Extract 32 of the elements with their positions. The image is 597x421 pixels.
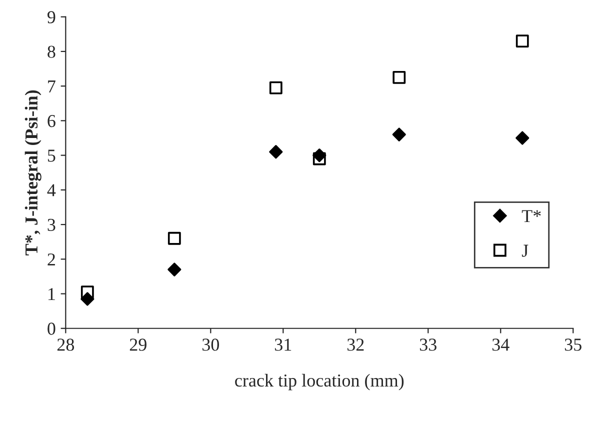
x-tick-label: 34: [492, 338, 510, 351]
y-tick-label: 8: [48, 46, 56, 58]
y-tick-label: 1: [48, 288, 55, 300]
point: [516, 131, 530, 145]
y-axis-title: T*, J-integral (Psi-in): [24, 90, 42, 256]
x-tick-label: 33: [420, 338, 436, 351]
legend-label: J: [522, 244, 528, 257]
point: [516, 34, 529, 48]
point: [312, 152, 326, 166]
point: [269, 81, 282, 94]
x-tick-label: 29: [130, 338, 146, 351]
x-tick-label: 32: [347, 338, 364, 351]
point: [392, 128, 406, 142]
x-tick-label: 35: [564, 338, 582, 351]
x-tick-label: 31: [274, 338, 292, 351]
y-tick-label: 5: [48, 150, 56, 162]
point: [168, 232, 181, 245]
y-tick-label: 4: [47, 184, 56, 196]
x-axis-title: crack tip location (mm): [235, 374, 404, 390]
point: [80, 286, 94, 298]
y-tick-label: 2: [48, 253, 55, 266]
legend-label: T*: [522, 210, 541, 222]
point: [392, 70, 406, 84]
y-tick-label: 3: [48, 218, 56, 231]
x-tick-label: 30: [202, 338, 219, 351]
y-tick-label: 9: [48, 11, 56, 24]
y-tick-label: 0: [48, 322, 56, 335]
x-tick-label: 28: [57, 338, 74, 351]
y-tick-label: 7: [48, 80, 56, 92]
y-tick-label: 6: [48, 114, 56, 128]
point: [168, 262, 182, 276]
point: [269, 145, 283, 159]
